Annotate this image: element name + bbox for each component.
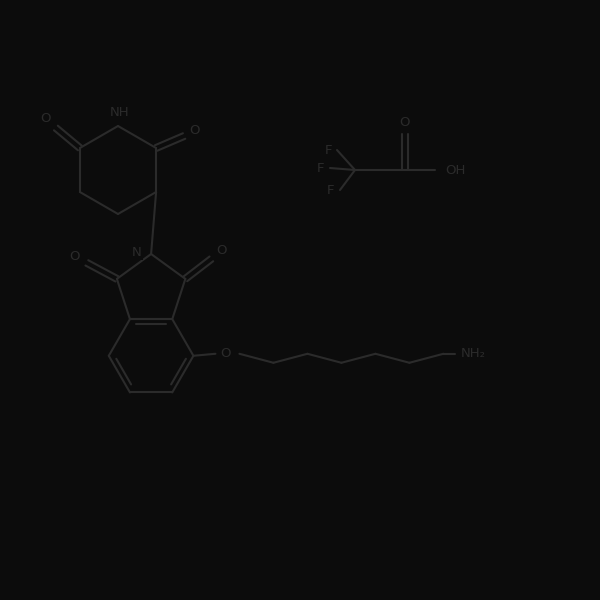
Text: O: O [400,116,410,130]
Text: O: O [189,124,199,137]
Text: NH₂: NH₂ [461,347,486,360]
Text: O: O [41,112,51,124]
Text: O: O [216,244,227,257]
Text: F: F [324,143,332,157]
Text: F: F [317,161,325,175]
Text: F: F [327,184,335,196]
Text: OH: OH [445,163,465,176]
Text: NH: NH [110,106,130,118]
Text: O: O [220,347,230,360]
Text: O: O [70,250,80,263]
Text: N: N [132,245,142,259]
